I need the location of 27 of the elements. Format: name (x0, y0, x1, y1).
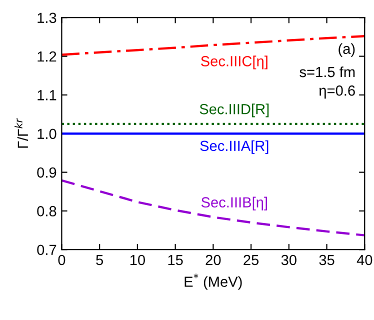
series-label: Sec.IIIA[R] (200, 140, 268, 154)
x-axis-title: E$^{*}$ (MeV) (184, 274, 242, 290)
annotation: (a) (338, 43, 355, 57)
series-label: Sec.IIIC[η] (201, 56, 268, 70)
x-tick-label: 25 (244, 254, 259, 266)
y-tick-label: 0.7 (37, 244, 56, 256)
series-label: Sec.IIID[R] (200, 104, 269, 118)
x-tick-label: 0 (58, 254, 66, 266)
x-tick-label: 35 (319, 254, 334, 266)
y-tick-label: 1.2 (38, 51, 56, 62)
x-tick-label: 40 (356, 254, 372, 266)
x-tick-label: 30 (281, 254, 296, 266)
annotation: s=1.5 fm (300, 66, 355, 78)
line-series (62, 35, 365, 56)
y-tick-label: 0.8 (37, 206, 56, 216)
line-series (62, 179, 365, 236)
x-tick-label: 15 (168, 254, 183, 266)
x-tick-label: 5 (96, 254, 104, 266)
x-tick-label: 20 (206, 254, 221, 266)
series-label: Sec.IIIB[η] (201, 196, 267, 210)
y-tick-label: 1.1 (38, 90, 56, 100)
y-tick-label: 1.3 (38, 12, 56, 24)
x-tick-label: 10 (130, 254, 145, 266)
y-tick-label: 1.0 (38, 128, 56, 140)
annotation: η=0.6 (319, 85, 355, 99)
y-tick-label: 0.9 (37, 167, 56, 178)
y-axis-title: Γ/Γ$^{kr}$ (14, 118, 28, 148)
